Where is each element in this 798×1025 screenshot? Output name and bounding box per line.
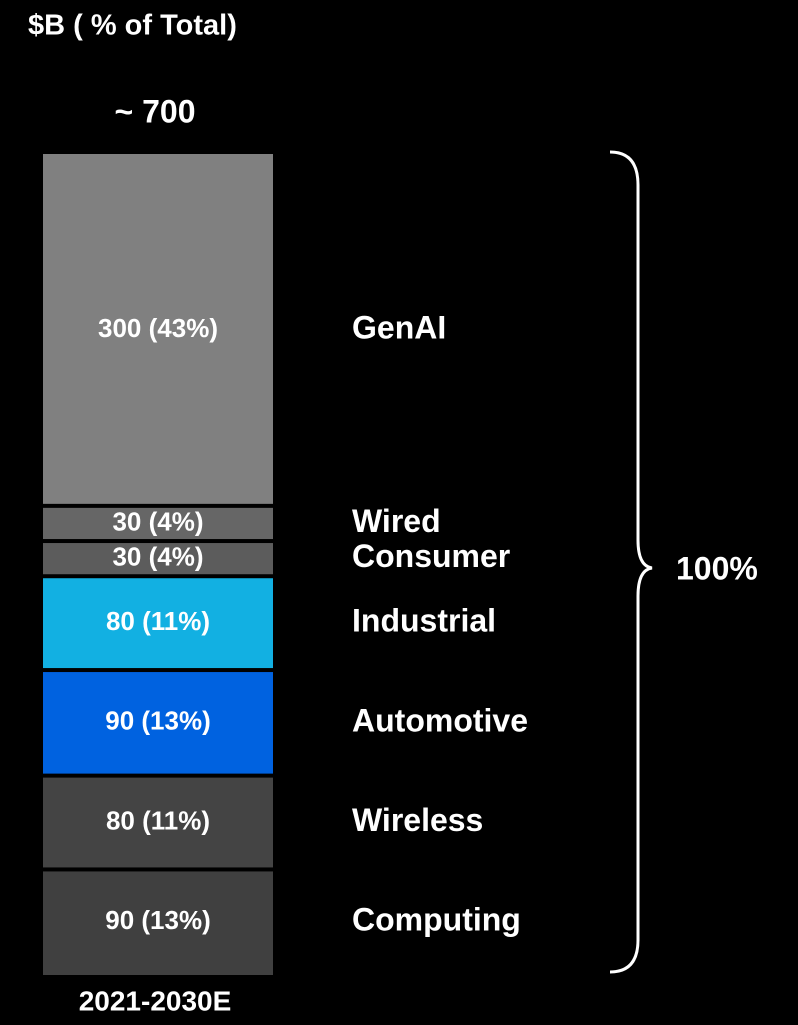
value-label: 80 (11%) — [106, 606, 210, 636]
value-label: 90 (13%) — [105, 905, 211, 935]
series-label: Consumer — [352, 538, 510, 574]
series-label: Wireless — [352, 802, 483, 838]
x-tick-label: 2021-2030E — [79, 985, 232, 1016]
value-label: 30 (4%) — [112, 542, 203, 572]
series-label: Automotive — [352, 702, 528, 738]
bar-segment — [43, 578, 273, 669]
series-label: Wired — [352, 503, 441, 539]
series-label: Computing — [352, 902, 521, 938]
series-label: GenAI — [352, 309, 446, 345]
bar-segment — [43, 777, 273, 868]
value-label: 300 (43%) — [98, 313, 218, 343]
value-label: 80 (11%) — [106, 805, 210, 835]
bar-segment — [43, 154, 273, 504]
total-label: ~ 700 — [115, 93, 196, 129]
share-label: 100% — [676, 550, 758, 586]
brace — [609, 150, 653, 974]
bar-segment — [43, 507, 273, 540]
bar-segment — [43, 543, 273, 575]
bar-segment — [43, 871, 273, 975]
series-label: Industrial — [352, 603, 496, 639]
value-label: 90 (13%) — [105, 706, 211, 736]
value-label: 30 (4%) — [112, 506, 203, 536]
chart-title: $B ( % of Total) — [28, 10, 237, 42]
bar-segment — [43, 672, 273, 774]
